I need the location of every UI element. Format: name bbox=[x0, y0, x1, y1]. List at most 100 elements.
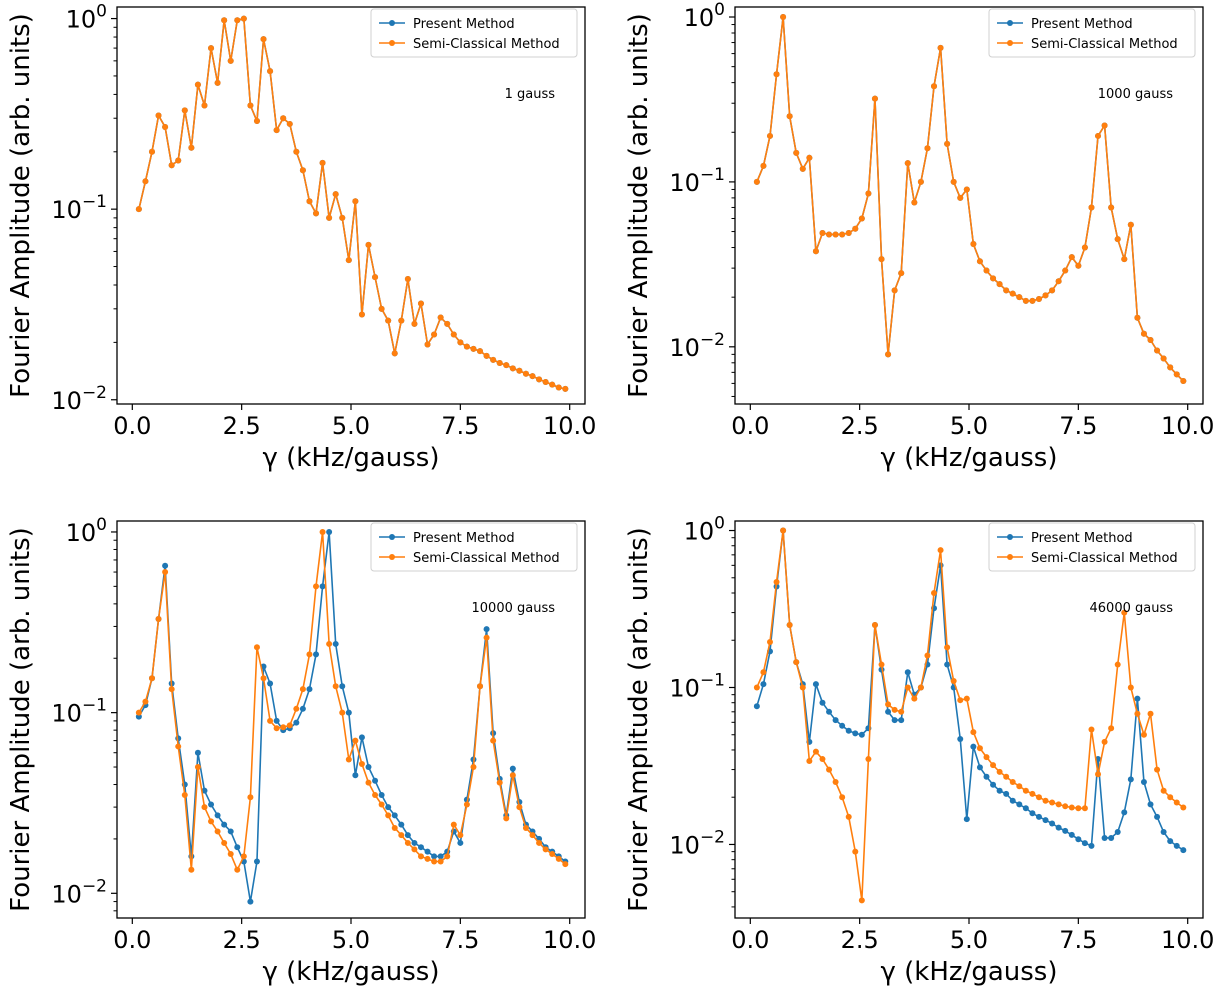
data-point bbox=[898, 270, 905, 277]
data-point bbox=[431, 858, 438, 865]
data-point bbox=[1180, 847, 1187, 854]
data-point bbox=[957, 697, 964, 704]
data-point bbox=[1167, 794, 1174, 801]
data-point bbox=[253, 118, 260, 125]
data-point bbox=[385, 812, 392, 819]
data-point bbox=[509, 765, 516, 772]
data-point bbox=[1075, 262, 1082, 269]
x-tick-label: 0.0 bbox=[731, 926, 769, 954]
data-point bbox=[865, 190, 872, 197]
x-tick-label: 10.0 bbox=[543, 412, 596, 440]
data-point bbox=[358, 311, 365, 318]
data-point bbox=[1180, 804, 1187, 811]
data-point bbox=[1075, 805, 1082, 812]
data-point bbox=[819, 756, 826, 763]
data-point bbox=[996, 768, 1003, 775]
data-point bbox=[976, 258, 983, 265]
data-point bbox=[753, 684, 760, 691]
data-point bbox=[293, 719, 300, 726]
data-point bbox=[385, 317, 392, 324]
data-point bbox=[786, 622, 793, 629]
data-point bbox=[1134, 314, 1141, 321]
data-point bbox=[898, 708, 905, 715]
data-point bbox=[1095, 771, 1102, 778]
data-point bbox=[542, 378, 549, 385]
data-point bbox=[411, 320, 418, 327]
data-point bbox=[463, 343, 470, 350]
data-point bbox=[891, 706, 898, 713]
data-point bbox=[529, 373, 536, 380]
data-point bbox=[522, 824, 529, 831]
data-point bbox=[201, 787, 208, 794]
data-point bbox=[417, 300, 424, 307]
data-point bbox=[345, 257, 352, 264]
data-point bbox=[911, 695, 918, 702]
x-tick-label: 0.0 bbox=[731, 412, 769, 440]
legend-marker-semi bbox=[1007, 40, 1013, 46]
data-point bbox=[885, 708, 892, 715]
data-point bbox=[457, 339, 464, 346]
series-line-semi bbox=[138, 531, 566, 871]
data-point bbox=[549, 851, 556, 858]
legend-label-present: Present Method bbox=[413, 17, 515, 32]
data-point bbox=[917, 684, 924, 691]
data-point bbox=[411, 839, 418, 846]
data-point bbox=[339, 214, 346, 221]
data-point bbox=[1147, 336, 1154, 343]
data-point bbox=[437, 314, 444, 321]
data-point bbox=[234, 844, 241, 851]
data-point bbox=[391, 824, 398, 831]
data-point bbox=[365, 241, 372, 248]
data-point bbox=[378, 792, 385, 799]
field-annotation: 1 gauss bbox=[505, 87, 556, 102]
data-point bbox=[799, 165, 806, 172]
data-point bbox=[162, 562, 169, 569]
data-point bbox=[937, 547, 944, 554]
data-point bbox=[0, 849, 3, 855]
data-point bbox=[1108, 204, 1115, 211]
data-point bbox=[957, 735, 964, 742]
data-point bbox=[404, 276, 411, 283]
data-point bbox=[542, 846, 549, 853]
data-point bbox=[826, 231, 833, 238]
data-point bbox=[957, 194, 964, 201]
legend-box bbox=[988, 8, 1196, 58]
data-point bbox=[1055, 824, 1062, 831]
data-point bbox=[352, 737, 359, 744]
data-point bbox=[162, 569, 169, 576]
axes-frame bbox=[116, 6, 586, 405]
data-point bbox=[1049, 799, 1056, 806]
data-point bbox=[1167, 838, 1174, 845]
x-tick-label: 7.5 bbox=[1059, 412, 1097, 440]
data-point bbox=[398, 821, 405, 828]
data-point bbox=[1114, 661, 1121, 668]
data-point bbox=[358, 734, 365, 741]
y-tick-label: 100 bbox=[66, 515, 107, 547]
data-point bbox=[812, 681, 819, 688]
series-line-present bbox=[138, 531, 566, 903]
y-tick-label: 10−2 bbox=[669, 827, 725, 859]
data-point bbox=[273, 127, 280, 134]
data-point bbox=[529, 832, 536, 839]
data-point bbox=[983, 754, 990, 761]
data-point bbox=[878, 661, 885, 668]
data-point bbox=[562, 385, 569, 392]
data-point bbox=[516, 804, 523, 811]
data-point bbox=[1049, 820, 1056, 827]
data-point bbox=[996, 787, 1003, 794]
data-point bbox=[1140, 779, 1147, 785]
data-point bbox=[247, 794, 254, 801]
data-point bbox=[1016, 801, 1023, 808]
data-point bbox=[878, 256, 885, 263]
x-tick-label: 5.0 bbox=[950, 926, 988, 954]
data-point bbox=[1101, 834, 1108, 841]
data-point bbox=[891, 717, 898, 724]
series-semi bbox=[135, 528, 569, 873]
data-point bbox=[345, 709, 352, 716]
data-point bbox=[299, 167, 306, 174]
y-axis-label: Fourier Amplitude (arb. units) bbox=[6, 13, 36, 398]
data-point bbox=[904, 669, 911, 676]
data-point bbox=[0, 808, 3, 814]
data-point bbox=[806, 154, 813, 161]
